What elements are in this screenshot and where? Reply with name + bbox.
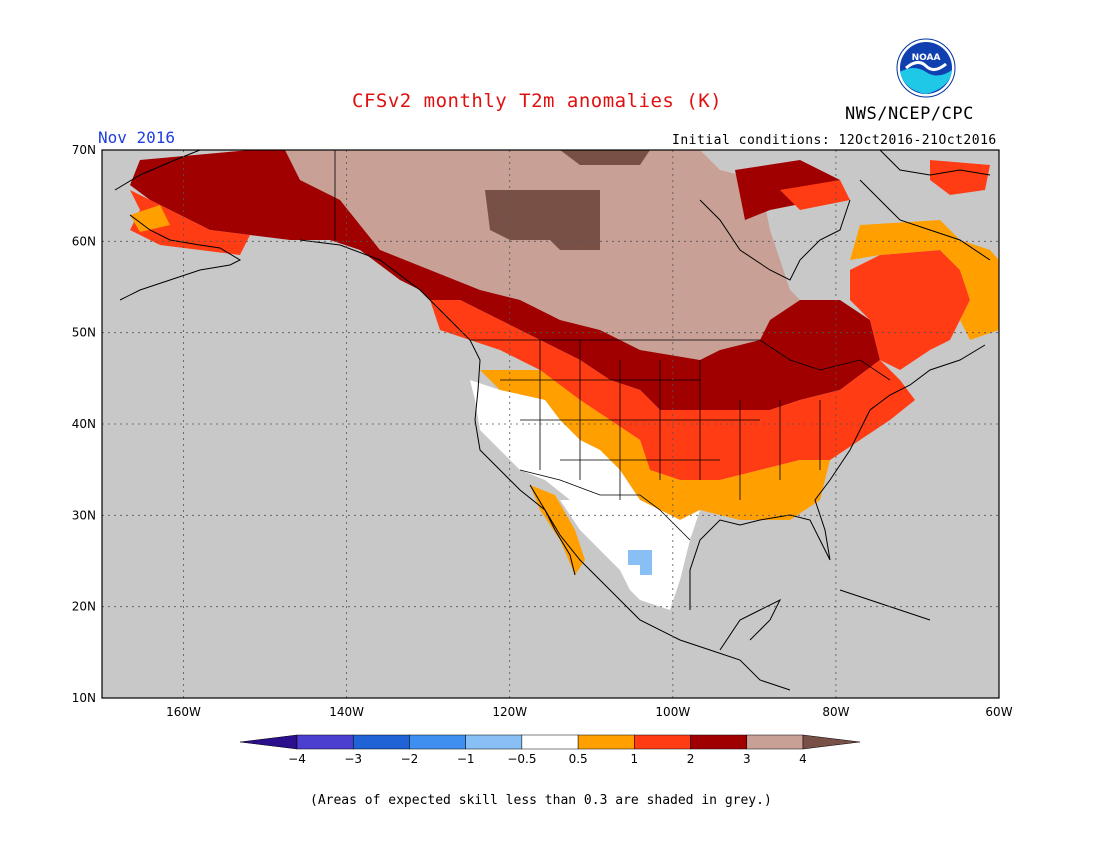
colorbar-label: 2 xyxy=(687,752,695,766)
colorbar-labels: −4 −3 −2 −1 −0.5 0.5 1 2 3 4 xyxy=(288,752,807,766)
colorbar-box xyxy=(296,734,354,750)
anomaly-red-quebec xyxy=(850,250,970,370)
colorbar-box xyxy=(634,734,691,750)
colorbar-box xyxy=(746,734,804,750)
colorbar-box xyxy=(352,734,410,750)
colorbar-arrow-high xyxy=(802,734,861,750)
coastlines xyxy=(114,149,991,691)
lon-tick-label: 160W xyxy=(166,705,201,719)
colorbar-label: 1 xyxy=(631,752,639,766)
anomaly-orange-east xyxy=(850,220,999,340)
coastline-greenland xyxy=(879,149,991,176)
lat-tick-label: 30N xyxy=(72,508,96,522)
lat-tick-label: 40N xyxy=(72,417,96,431)
anomaly-orange-alaska xyxy=(130,205,170,232)
lat-tick-label: 10N xyxy=(72,691,96,705)
colorbar-label: −2 xyxy=(401,752,419,766)
colorbar-label: −3 xyxy=(344,752,362,766)
lat-tick-label: 20N xyxy=(72,600,96,614)
colorbar-boxes xyxy=(239,734,861,750)
lat-tick-label: 50N xyxy=(72,326,96,340)
lat-tick-label: 60N xyxy=(72,234,96,248)
colorbar-label: 3 xyxy=(743,752,751,766)
colorbar-box xyxy=(577,734,635,750)
anomaly-brown-north xyxy=(560,150,650,165)
colorbar-label: −4 xyxy=(288,752,306,766)
lon-tick-label: 100W xyxy=(655,705,690,719)
anomaly-darkred-alaska xyxy=(130,150,880,410)
colorbar-box xyxy=(409,734,466,750)
coastline-yucatan xyxy=(719,598,782,651)
lon-tick-label: 120W xyxy=(492,705,527,719)
colorbar-box xyxy=(690,734,748,750)
anomaly-red-greenland xyxy=(930,160,990,195)
lat-tick-label: 70N xyxy=(72,143,96,157)
border-us-canada xyxy=(470,339,891,381)
colorbar-label: −1 xyxy=(457,752,475,766)
borders xyxy=(334,150,891,541)
initial-conditions: Initial conditions: 12Oct2016-21Oct2016 xyxy=(672,133,997,148)
colorbar-box xyxy=(521,734,579,750)
graticule xyxy=(102,150,999,698)
lon-tick-label: 140W xyxy=(329,705,364,719)
anomaly-red-labrador xyxy=(780,180,850,210)
colorbar-label: 0.5 xyxy=(569,752,588,766)
coastline-gulf xyxy=(689,344,986,610)
coastline-hudson xyxy=(699,199,851,281)
agency-label: NWS/NCEP/CPC xyxy=(845,104,974,124)
latitude-labels: 70N 60N 50N 40N 30N 20N 10N xyxy=(72,143,96,705)
coastline-alaska xyxy=(114,149,242,301)
anomaly-red-belt xyxy=(430,300,915,480)
colorbar-arrow-low xyxy=(239,734,298,750)
anomaly-white-mexico xyxy=(560,500,690,590)
coastline-baja xyxy=(529,484,576,576)
anomaly-regions xyxy=(130,150,999,610)
logo-text: NOAA xyxy=(912,53,941,63)
state-lines xyxy=(500,340,821,500)
lon-tick-label: 60W xyxy=(985,705,1012,719)
colorbar-box xyxy=(465,734,523,750)
coastline-labrador xyxy=(859,179,991,261)
colorbar-label: −0.5 xyxy=(507,752,536,766)
noaa-logo: NOAA xyxy=(896,38,956,98)
colorbar-label: 4 xyxy=(799,752,807,766)
anomaly-tan-canada xyxy=(285,150,800,360)
anomaly-lightblue-mexico xyxy=(628,550,652,575)
map-frame xyxy=(101,149,1000,699)
anomaly-brown-patch xyxy=(485,190,600,250)
skill-note: (Areas of expected skill less than 0.3 a… xyxy=(310,793,772,808)
coastline-cuba xyxy=(839,589,931,621)
forecast-month: Nov 2016 xyxy=(98,128,176,147)
longitude-labels: 160W 140W 120W 100W 80W 60W xyxy=(166,705,1013,719)
coastline-west xyxy=(299,239,791,691)
anomaly-orange-south xyxy=(480,370,830,520)
chart-title: CFSv2 monthly T2m anomalies (K) xyxy=(352,90,723,112)
lon-tick-label: 80W xyxy=(822,705,849,719)
